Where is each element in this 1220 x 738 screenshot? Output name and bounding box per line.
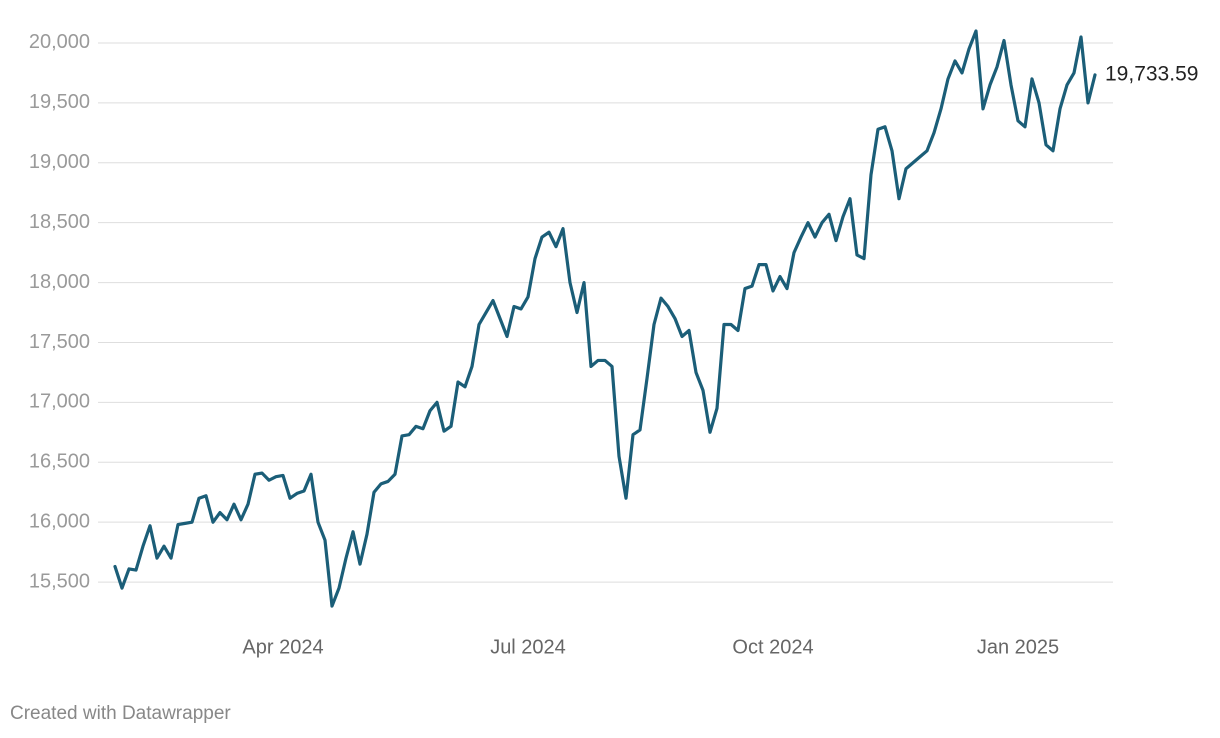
credit: Created with Datawrapper	[10, 703, 231, 724]
y-tick-label: 19,000	[29, 151, 90, 173]
y-tick-label: 18,000	[29, 271, 90, 293]
value-label: 19,733.59	[1105, 62, 1198, 85]
y-tick-label: 17,500	[29, 331, 90, 353]
y-tick-label: 19,500	[29, 91, 90, 113]
x-tick-label: Apr 2024	[242, 636, 323, 658]
y-tick-label: 20,000	[29, 31, 90, 53]
x-tick-label: Oct 2024	[732, 636, 813, 658]
y-tick-label: 16,500	[29, 451, 90, 473]
x-tick-label: Jan 2025	[977, 636, 1059, 658]
y-tick-label: 15,500	[29, 570, 90, 592]
x-tick-label: Jul 2024	[490, 636, 566, 658]
y-tick-label: 18,500	[29, 211, 90, 233]
line	[113, 29, 1097, 608]
y-tick-label: 17,000	[29, 391, 90, 413]
y-tick-label: 16,000	[29, 510, 90, 532]
